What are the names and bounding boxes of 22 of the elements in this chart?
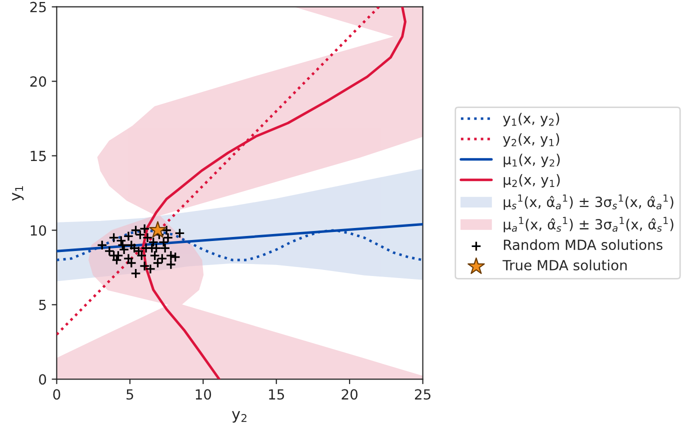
y-tick-label: 10 — [30, 225, 46, 236]
legend-label: y$_{1}$(x, y$_{2}$) — [503, 112, 560, 126]
legend-label: True MDA solution — [502, 260, 627, 270]
y-tick-label: 15 — [30, 150, 46, 162]
y-tick-label: 20 — [30, 76, 46, 87]
legend-label: μ$_{2}$(x, y$_{1}$) — [504, 174, 560, 188]
x-tick-label: 5 — [126, 389, 134, 400]
text: μ$_{s}$$^{1}$(x, α̂$_{a}$$^{1}$) ± 3σ$_{s}$$^{1}$(x, α̂$_{a}$$^{1}$) — [504, 194, 674, 210]
y-tick-label: 25 — [30, 2, 46, 12]
legend-label: Random MDA solutions — [504, 239, 662, 250]
x-tick-label: 20 — [342, 389, 358, 400]
x-axis-title: y$_{2}$ — [232, 411, 246, 423]
x-tick-label: 25 — [414, 389, 430, 400]
x-tick-label: 15 — [269, 389, 284, 400]
y-tick-label: 5 — [39, 300, 46, 310]
y-tick-label: 0 — [39, 374, 46, 385]
y-axis-title: y$_{1}$ — [12, 186, 24, 201]
x-tick-label: 10 — [196, 389, 212, 400]
legend-label: μ$_{1}$(x, y$_{2}$) — [504, 154, 560, 168]
legend-label: y$_{2}$(x, y$_{1}$) — [503, 133, 560, 147]
x-tick-label: 0 — [53, 389, 60, 400]
text: μ$_{a}$$^{1}$(x, α̂$_{s}$$^{1}$) ± 3σ$_{a}$$^{1}$(x, α̂$_{s}$$^{1}$) — [504, 216, 674, 232]
